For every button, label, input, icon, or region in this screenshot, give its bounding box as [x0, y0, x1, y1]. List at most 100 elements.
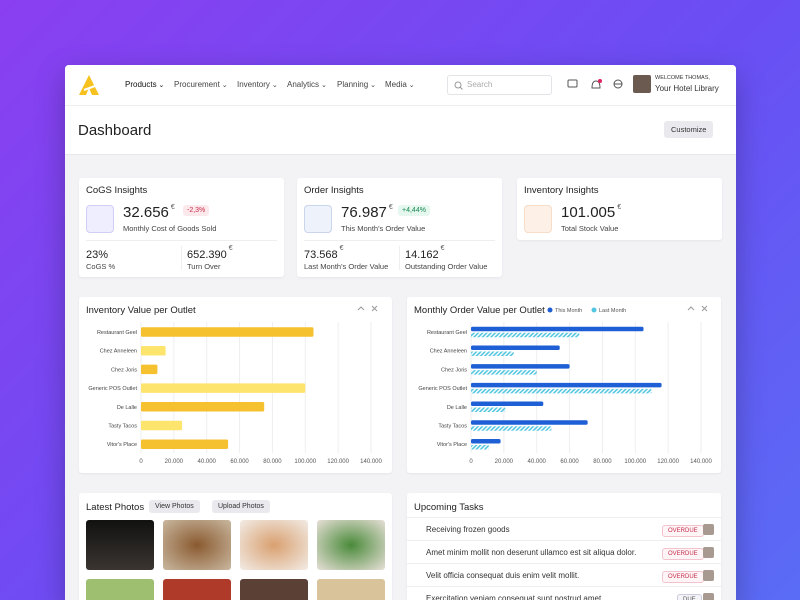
bar [141, 420, 183, 431]
y-tick-label: Vitor's Place [107, 442, 137, 448]
nav-item[interactable]: Media [385, 80, 415, 89]
photo[interactable] [317, 520, 385, 570]
row-divider [407, 563, 721, 564]
customize-button[interactable]: Customize [664, 121, 714, 138]
task-text[interactable]: Velit officia consequat duis enim velit … [426, 571, 580, 580]
card-unit: € [617, 204, 622, 211]
logo[interactable] [78, 74, 100, 96]
row-divider [407, 586, 721, 587]
bar [141, 327, 314, 337]
app-window: Products Procurement Inventory Analytics Pla… [65, 65, 736, 600]
divider [399, 246, 400, 270]
stat-value-wrap: 14.162€ [405, 245, 445, 263]
legend-label: This Month [555, 308, 582, 314]
card-caption: Total Stock Value [561, 224, 619, 233]
divider [86, 240, 277, 241]
stat-value: 73.568 [304, 249, 338, 261]
collapse-icon [357, 306, 365, 311]
x-tick-label: 0 [469, 459, 473, 465]
task-text[interactable]: Exercitation veniam consequat sunt nostr… [426, 594, 604, 600]
tasks-title: Upcoming Tasks [414, 502, 484, 513]
bar [141, 345, 166, 356]
nav-item[interactable]: Inventory [237, 80, 278, 89]
task-text[interactable]: Amet minim mollit non deserunt ullamco e… [426, 548, 637, 557]
bar [471, 444, 490, 450]
task-text[interactable]: Receiving frozen goods [426, 525, 510, 534]
x-tick-label: 40.000 [198, 459, 217, 465]
tasks-card: Upcoming Tasks Receiving frozen goods OVE… [407, 493, 721, 600]
bar [471, 326, 644, 332]
x-tick-label: 20.000 [495, 459, 514, 465]
card-icon [304, 205, 332, 233]
card-value-wrap: 76.987 € [341, 204, 393, 222]
task-status: OVERDUE [662, 571, 704, 583]
y-tick-label: Chez Anneleen [100, 349, 137, 355]
card-unit: € [170, 204, 175, 211]
nav-item[interactable]: Analytics [287, 80, 327, 89]
x-tick-label: 80.000 [263, 459, 282, 465]
y-tick-label: Chez Joris [111, 367, 137, 373]
x-tick-label: 40.000 [528, 459, 547, 465]
x-tick-label: 140.000 [690, 459, 712, 465]
photo[interactable] [240, 520, 308, 570]
photo[interactable] [163, 520, 231, 570]
task-status: DUE [677, 594, 702, 600]
card-caption: This Month's Order Value [341, 224, 426, 233]
search-icon [454, 81, 463, 90]
insight-card: Inventory Insights 101.005 € Total Stock Va… [517, 178, 722, 240]
chart: Inventory Value per Outlet 0 20.000 40.000 6… [86, 305, 383, 465]
collapse-icon [687, 306, 695, 311]
stat-value-wrap: 23% [86, 245, 108, 263]
stat-label: Last Month's Order Value [304, 262, 389, 271]
x-tick-label: 100.000 [294, 459, 316, 465]
card-icon [86, 205, 114, 233]
view-photos[interactable]: View Photos [149, 500, 200, 513]
toolbar-icons[interactable] [567, 78, 627, 92]
close-icon [371, 305, 378, 312]
bar [471, 407, 506, 413]
y-tick-label: Chez Anneleen [430, 349, 467, 355]
insight-card: Order Insights 76.987 € +4,44% This Month's … [297, 178, 502, 277]
x-tick-label: 60.000 [560, 459, 579, 465]
upload-photos[interactable]: Upload Photos [212, 500, 270, 513]
x-tick-label: 100.000 [624, 459, 646, 465]
nav-item[interactable]: Planning [337, 80, 376, 89]
photo[interactable] [240, 579, 308, 600]
card-icon [524, 205, 552, 233]
bar [471, 345, 560, 350]
card-value: 76.987 [341, 204, 387, 221]
bar [471, 420, 588, 425]
change-badge: -2,3% [183, 205, 210, 216]
photo[interactable] [86, 579, 154, 600]
top-bar: Products Procurement Inventory Analytics Pla… [65, 65, 736, 106]
y-tick-label: Chez Joris [441, 367, 467, 373]
stat-unit: € [339, 245, 344, 252]
legend-swatch [591, 307, 597, 313]
x-tick-label: 120.000 [327, 459, 349, 465]
y-tick-label: Tasty Tacos [438, 424, 467, 430]
stat-value-wrap: 73.568€ [304, 245, 344, 263]
search-box[interactable]: Search [447, 75, 552, 95]
avatar[interactable] [633, 75, 651, 93]
y-tick-label: Tasty Tacos [108, 424, 137, 430]
photo[interactable] [163, 579, 231, 600]
divider [304, 240, 495, 241]
photo[interactable] [86, 520, 154, 570]
bar [141, 439, 229, 449]
stat-value: 23% [86, 249, 109, 261]
bar [141, 402, 265, 412]
bar [141, 364, 158, 375]
bar [471, 426, 552, 431]
card-value: 32.656 [123, 204, 169, 221]
bar [471, 332, 580, 338]
y-tick-label: Restaurant Geel [97, 330, 137, 336]
bar [471, 401, 544, 407]
photo[interactable] [317, 579, 385, 600]
assignee-avatar [703, 524, 714, 535]
search-placeholder: Search [467, 80, 493, 89]
divider [181, 246, 182, 270]
chart: Monthly Order Value per Outlet 0 20.000 40.… [414, 305, 713, 465]
chart-card: Monthly Order Value per Outlet 0 20.000 40.… [407, 297, 721, 473]
nav-item[interactable]: Procurement [174, 80, 228, 89]
nav-item[interactable]: Products [125, 80, 164, 89]
